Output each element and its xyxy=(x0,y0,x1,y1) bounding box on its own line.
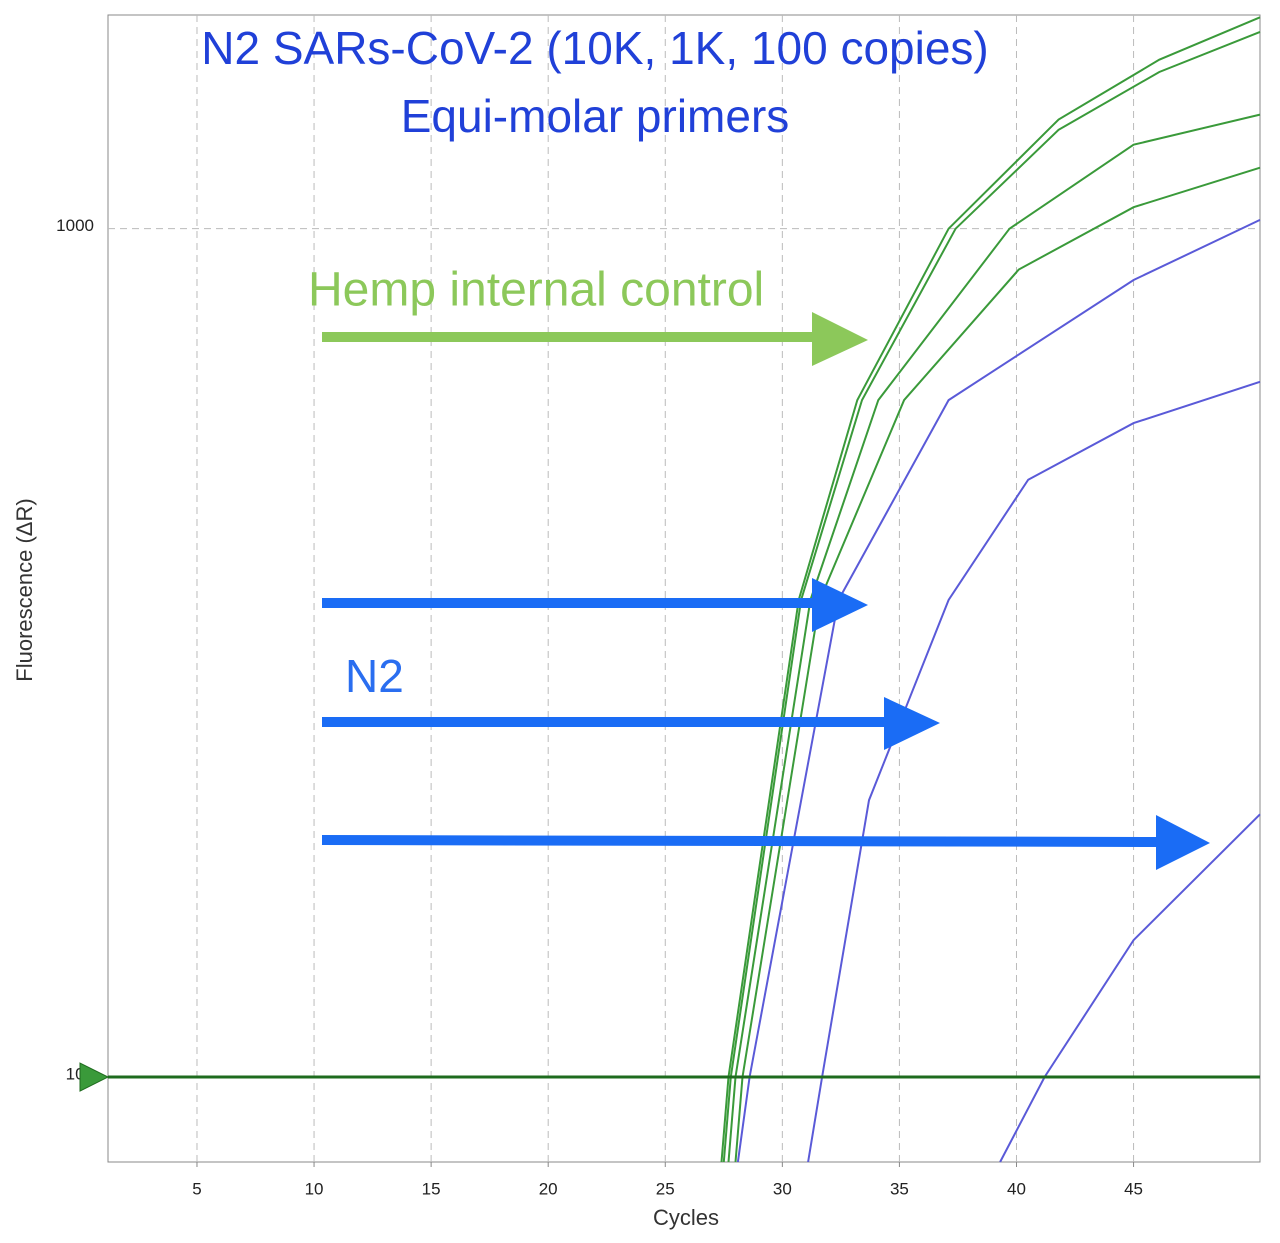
annotation: N2 xyxy=(345,650,404,702)
x-tick-label: 40 xyxy=(1007,1179,1026,1198)
x-tick-label: 35 xyxy=(890,1179,909,1198)
x-tick-label: 15 xyxy=(422,1179,441,1198)
y-axis-label: Fluorescence (ΔR) xyxy=(12,498,37,681)
y-tick-label: 1000 xyxy=(56,216,94,235)
x-tick-label: 5 xyxy=(192,1179,201,1198)
chart-title: N2 SARs-CoV-2 (10K, 1K, 100 copies) xyxy=(201,22,988,74)
annotation: Hemp internal control xyxy=(308,264,764,317)
x-tick-label: 10 xyxy=(305,1179,324,1198)
threshold-marker xyxy=(79,1062,110,1092)
amplification-curve xyxy=(722,30,1261,1163)
plot-area xyxy=(107,14,1261,1163)
arrows xyxy=(321,312,1210,870)
x-tick-label: 20 xyxy=(539,1179,558,1198)
x-axis-label: Cycles xyxy=(653,1205,719,1230)
amplification-curve xyxy=(999,813,1261,1163)
amplification-curve xyxy=(736,218,1261,1163)
x-tick-label: 25 xyxy=(656,1179,675,1198)
x-tick-label: 30 xyxy=(773,1179,792,1198)
x-tick-label: 45 xyxy=(1124,1179,1143,1198)
amplification-curve xyxy=(720,16,1261,1163)
chart-subtitle: Equi-molar primers xyxy=(401,90,790,142)
